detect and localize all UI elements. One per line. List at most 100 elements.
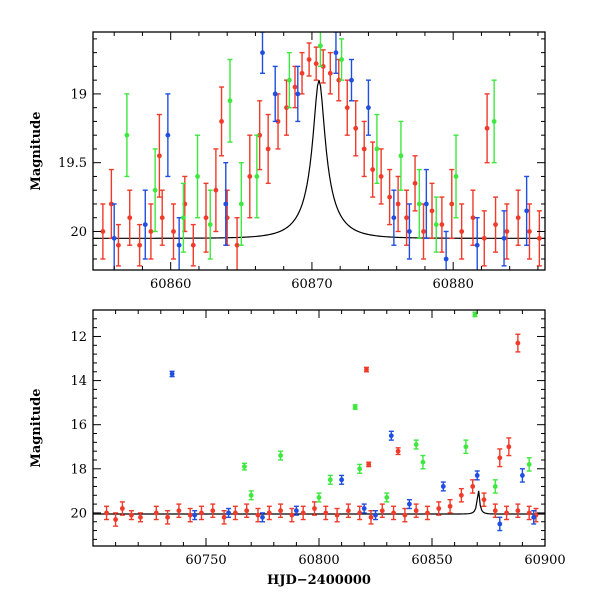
data-point xyxy=(416,168,422,240)
data-point xyxy=(124,93,130,178)
data-point xyxy=(180,182,186,253)
data-point xyxy=(365,79,371,136)
data-point xyxy=(275,93,281,150)
data-point xyxy=(357,463,363,474)
y-tick-label: 20 xyxy=(70,225,87,240)
data-point xyxy=(260,512,265,523)
y-tick-label: 20 xyxy=(70,506,87,521)
data-point xyxy=(420,454,426,470)
data-point xyxy=(234,217,240,270)
model-curve xyxy=(93,490,545,515)
data-point xyxy=(361,120,367,178)
data-point xyxy=(363,366,369,373)
data-point xyxy=(481,210,487,267)
data-point xyxy=(519,468,525,483)
data-point xyxy=(412,155,418,212)
data-point xyxy=(453,134,459,219)
data-point xyxy=(504,505,510,521)
data-point xyxy=(357,505,363,521)
data-point xyxy=(413,439,419,450)
data-point xyxy=(203,182,209,253)
data-point xyxy=(474,470,480,481)
data-point xyxy=(370,141,376,198)
data-point xyxy=(156,113,162,198)
y-axis-label: Magnitude xyxy=(29,111,44,190)
data-point xyxy=(327,51,333,95)
x-axis-label: HJD−2400000 xyxy=(267,573,371,588)
data-point xyxy=(104,505,110,521)
data-point xyxy=(311,501,317,516)
series-blue xyxy=(169,370,537,532)
y-tick-label: 18 xyxy=(70,462,87,477)
data-layer xyxy=(93,311,545,532)
data-point xyxy=(526,505,532,521)
data-point xyxy=(313,46,319,81)
data-point xyxy=(366,461,372,468)
data-point xyxy=(317,32,323,68)
data-point xyxy=(207,189,213,260)
series-blue xyxy=(111,32,530,270)
data-point xyxy=(536,210,542,267)
data-point xyxy=(323,505,329,521)
data-point xyxy=(238,161,244,246)
x-tick-label: 60880 xyxy=(433,277,474,292)
bottom-panel: 60750 60800 60850 60900 12 14 16 18 20 Magnitude H… xyxy=(29,309,566,588)
data-point xyxy=(458,487,464,503)
data-point xyxy=(447,498,453,514)
data-point xyxy=(515,503,521,519)
data-point xyxy=(137,223,143,267)
data-point xyxy=(339,474,345,485)
data-point xyxy=(474,217,480,270)
data-point xyxy=(159,189,165,246)
data-point xyxy=(339,38,345,81)
data-point xyxy=(272,65,278,123)
data-point xyxy=(501,210,507,267)
data-point xyxy=(439,196,445,253)
data-point xyxy=(436,501,442,516)
data-point xyxy=(148,203,154,260)
data-point xyxy=(128,510,134,521)
data-point xyxy=(187,507,193,523)
data-point xyxy=(472,311,478,318)
data-point xyxy=(524,175,530,246)
data-point xyxy=(210,503,216,519)
data-point xyxy=(176,503,182,519)
data-point xyxy=(244,503,250,519)
data-point xyxy=(100,203,106,260)
data-point xyxy=(395,175,401,233)
data-point xyxy=(306,42,312,77)
data-point xyxy=(440,481,446,492)
data-point xyxy=(190,223,196,267)
data-point xyxy=(481,492,487,507)
data-point xyxy=(221,510,227,525)
data-point xyxy=(153,505,159,521)
x-tick-label: 60800 xyxy=(298,553,339,568)
data-point xyxy=(198,505,204,521)
data-point xyxy=(165,510,171,525)
data-point xyxy=(497,516,503,532)
data-point xyxy=(361,503,367,514)
plot-frame xyxy=(92,31,546,271)
data-point xyxy=(459,203,465,260)
data-point xyxy=(424,505,430,521)
data-point xyxy=(515,189,521,246)
data-point xyxy=(226,507,232,519)
data-point xyxy=(127,189,133,246)
data-point xyxy=(265,113,271,185)
y-tick-label: 19.5 xyxy=(58,156,87,171)
data-point xyxy=(404,189,410,246)
data-point xyxy=(293,505,299,516)
y-tick-label: 16 xyxy=(70,418,87,433)
data-point xyxy=(526,457,532,472)
data-point xyxy=(176,217,182,270)
data-point xyxy=(348,58,354,102)
data-point xyxy=(413,503,419,519)
y-tick-label: 12 xyxy=(70,330,87,345)
data-point xyxy=(286,51,292,109)
data-point xyxy=(142,189,148,260)
data-layer xyxy=(93,32,545,270)
top-panel: 60860 60870 60880 19 19.5 20 Magnitude xyxy=(29,31,546,292)
x-tick-label: 60860 xyxy=(150,277,191,292)
data-point xyxy=(333,32,339,74)
